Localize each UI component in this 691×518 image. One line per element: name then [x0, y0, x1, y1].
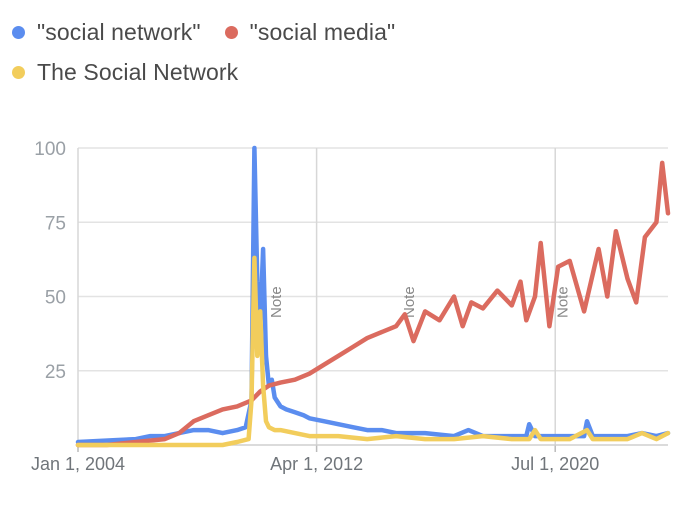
- legend-label-social-media: "social media": [249, 18, 396, 45]
- legend-dot-the-social-network: [12, 65, 25, 79]
- x-tick-label-2: Jul 1, 2020: [511, 454, 599, 474]
- chart-legend: "social network" "social media" The Soci…: [12, 12, 672, 92]
- legend-row-2: The Social Network: [12, 52, 672, 92]
- legend-item-social-media[interactable]: "social media": [224, 18, 396, 46]
- note-annotation-0[interactable]: Note: [268, 286, 285, 318]
- legend-row-1: "social network" "social media": [12, 12, 672, 52]
- legend-dot-social-network: [12, 25, 25, 39]
- legend-label-social-network: "social network": [37, 18, 201, 45]
- y-tick-label-50: 50: [45, 288, 66, 309]
- legend-label-the-social-network: The Social Network: [37, 58, 239, 85]
- series-line-1[interactable]: [75, 160, 671, 448]
- legend-item-the-social-network[interactable]: The Social Network: [12, 59, 238, 86]
- note-annotation-2[interactable]: Note: [554, 286, 571, 318]
- y-tick-label-75: 75: [45, 213, 66, 234]
- x-tick-label-0: Jan 1, 2004: [31, 454, 125, 474]
- y-tick-label-25: 25: [45, 362, 66, 383]
- legend-dot-social-media: [224, 25, 238, 39]
- y-tick-label-100: 100: [34, 139, 66, 160]
- x-tick-label-1: Apr 1, 2012: [270, 454, 363, 474]
- legend-item-social-network[interactable]: "social network": [12, 19, 201, 46]
- note-annotation-1[interactable]: Note: [401, 286, 418, 318]
- series-line-2[interactable]: [75, 255, 671, 448]
